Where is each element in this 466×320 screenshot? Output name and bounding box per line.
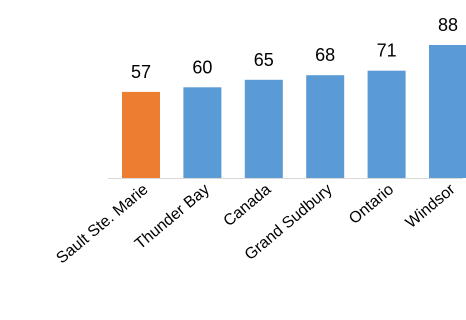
tick-label-2: Canada (221, 181, 275, 230)
tick-label-5: Windsor (403, 181, 459, 232)
value-label-4: 71 (377, 41, 397, 61)
bar-0 (122, 91, 160, 178)
value-label-1: 60 (192, 57, 212, 77)
tick-label-4: Ontario (346, 181, 397, 228)
value-label-5: 88 (438, 15, 458, 35)
bar-2 (244, 79, 283, 178)
bars-group (122, 45, 466, 178)
value-label-2: 65 (254, 50, 274, 70)
bar-4 (367, 70, 406, 178)
value-label-0: 57 (131, 62, 151, 82)
value-label-3: 68 (315, 45, 335, 65)
bar-3 (306, 75, 345, 178)
tick-label-0: Sault Ste. Marie (53, 181, 151, 267)
bar-1 (183, 87, 222, 178)
bar-5 (429, 45, 466, 178)
value-labels-group: 57 60 65 68 71 88 (131, 15, 458, 82)
